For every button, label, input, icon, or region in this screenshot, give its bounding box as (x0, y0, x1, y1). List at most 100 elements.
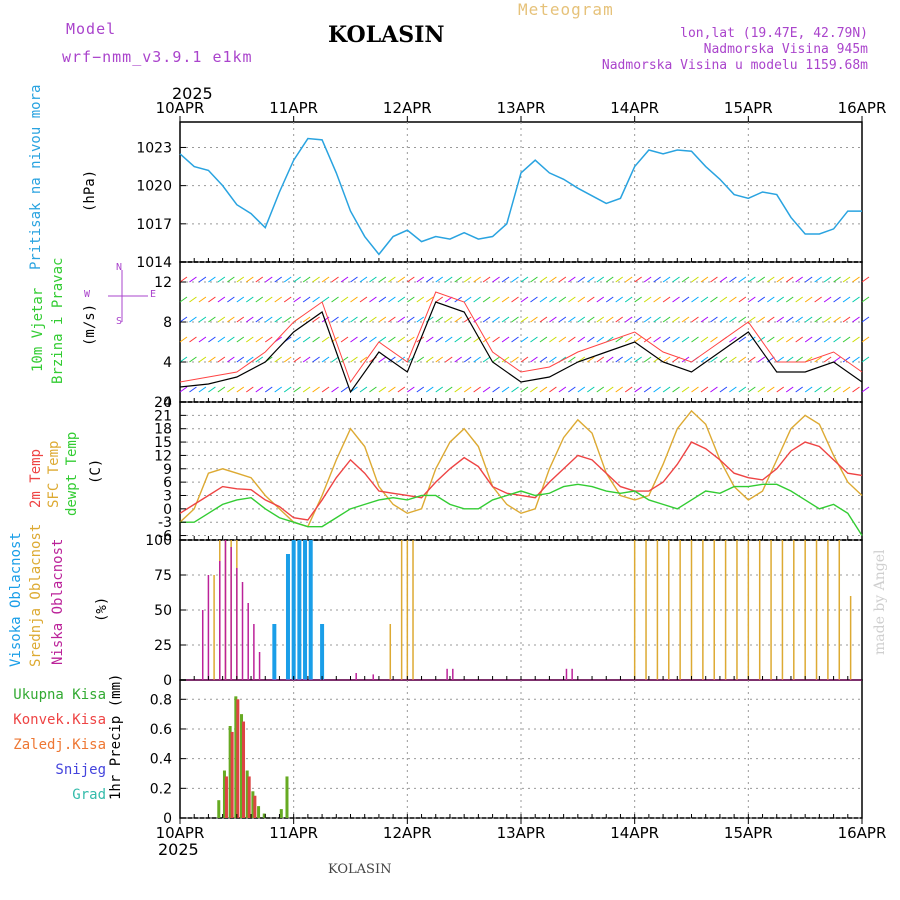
wind-barb (587, 356, 595, 363)
wind-barb (681, 276, 690, 283)
wind-barb (264, 296, 273, 303)
wind-barb (246, 336, 254, 343)
compass-n: N (116, 262, 123, 273)
wind-barb (681, 336, 690, 343)
wind-barb (729, 386, 737, 393)
wind-barb (861, 356, 870, 363)
wind-barb (444, 336, 453, 343)
cloud-bar (668, 540, 670, 680)
cloud-bar (303, 540, 308, 680)
model-label: Model (66, 20, 117, 38)
cloud-bar (446, 668, 448, 680)
wind-barb (766, 296, 775, 303)
wind-barb (378, 386, 387, 393)
compass-w: W (84, 289, 91, 300)
precip-bar (247, 776, 251, 818)
precip-bar (222, 770, 226, 818)
xtick-bottom-label: 16APR (838, 824, 887, 842)
wind-barb (255, 316, 264, 323)
ytick-label: 25 (154, 638, 172, 654)
wind-barb (615, 296, 624, 303)
ytick-label: 0.6 (150, 722, 172, 738)
ytick-label: 4 (163, 355, 172, 371)
wind-barb (340, 386, 349, 393)
wind-barb (369, 386, 377, 393)
wind-barb (729, 356, 737, 363)
wind-barb (217, 356, 226, 363)
wind-barb (302, 336, 311, 343)
wind-barb (255, 276, 264, 283)
wind-barb (596, 276, 605, 283)
wind-barb (454, 316, 462, 323)
wind-barb (549, 336, 557, 343)
wind-barb (662, 316, 671, 323)
cloud-bar (656, 540, 659, 680)
wind-barb (312, 386, 320, 393)
xtick-top-label: 12APR (383, 99, 432, 117)
wind-barb (331, 276, 339, 283)
wind-barb (681, 386, 690, 393)
wind-barb (539, 336, 548, 343)
wind-barb (587, 336, 595, 343)
wind-barb (785, 276, 794, 283)
xtick-top-label: 15APR (724, 99, 773, 117)
wind-barb (388, 386, 396, 393)
cloud-bar (272, 624, 277, 680)
cloud-bar (247, 603, 249, 680)
wind-barb (463, 316, 472, 323)
wind-barb (407, 336, 415, 343)
precip-bar (285, 776, 289, 818)
precip-bar (224, 776, 228, 818)
wind-barb (511, 296, 519, 303)
wind-barb (463, 296, 472, 303)
wind-barb (691, 316, 699, 323)
cloud-bar (633, 540, 636, 680)
precip-bar (245, 770, 249, 818)
cloud-bar (838, 540, 841, 680)
wind-barb (198, 386, 207, 393)
wind-barb (331, 356, 339, 363)
wind-barb (766, 336, 775, 343)
wind-barb (321, 336, 330, 343)
wind-barb (340, 276, 349, 283)
wind-barb (624, 386, 633, 393)
wind-barb (236, 336, 245, 343)
wind-barb (416, 316, 425, 323)
wind-barb (501, 316, 510, 323)
wind-barb (255, 386, 264, 393)
wind-barb (331, 316, 339, 323)
temp-unit: (C) (88, 458, 104, 484)
wind-barb (776, 276, 785, 283)
wind-barb (710, 336, 718, 343)
xtick-bottom-label: 13APR (497, 824, 546, 842)
wind-barb (729, 276, 737, 283)
wind-barb (748, 336, 756, 343)
wind-barb (700, 386, 709, 393)
panel-frame-1 (179, 261, 863, 403)
wind-barb (397, 316, 406, 323)
wind-barb (558, 276, 567, 283)
wind-barb (653, 296, 661, 303)
wind-barb (634, 356, 642, 363)
wind-barb (359, 296, 368, 303)
wind-barb (255, 336, 264, 343)
wind-barb (264, 336, 273, 343)
pressure-ylabel: Pritisak na nivou mora (28, 84, 44, 270)
wind-barb (520, 386, 529, 393)
ytick-label: 0.4 (150, 752, 172, 768)
wind-barb (605, 356, 614, 363)
wind-barb (350, 356, 358, 363)
cloud-bar (297, 540, 302, 680)
wind-barb (842, 276, 851, 283)
wind-barb (407, 276, 415, 283)
wind-barb (340, 356, 349, 363)
wind-barb (321, 276, 330, 283)
wind-barb (700, 276, 709, 283)
wind-barb (530, 296, 538, 303)
wind-barb (397, 276, 406, 283)
wind-barb (776, 386, 785, 393)
wind-barb (833, 386, 841, 393)
wind-barb (520, 336, 529, 343)
wind-barb (425, 336, 434, 343)
cloud-bar (702, 540, 704, 680)
